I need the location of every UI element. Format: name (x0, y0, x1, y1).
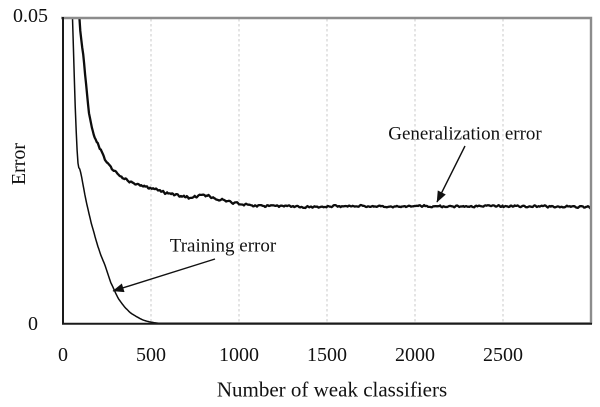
x-tick-label-1500: 1500 (307, 344, 347, 366)
training-error-annotation: Training error (169, 235, 277, 257)
x-tick-label-2500: 2500 (483, 344, 523, 366)
x-tick-label-500: 500 (136, 344, 166, 366)
training-arrow (112, 258, 216, 293)
annotation-arrows (112, 145, 466, 293)
training-error-curve (71, 17, 591, 324)
y-axis-max-tick-label: 0.05 (13, 5, 48, 27)
plot-border-left-bottom (62, 17, 592, 325)
generalization-error-annotation: Generalization error (388, 123, 542, 145)
generalization-error-curve (78, 17, 592, 210)
x-tick-label-1000: 1000 (219, 344, 259, 366)
x-tick-label-0: 0 (58, 344, 68, 366)
x-tick-label-2000: 2000 (395, 344, 435, 366)
generalization-arrow (436, 145, 466, 203)
y-axis-title: Error (8, 142, 30, 186)
plot-border-top-right (61, 16, 593, 324)
y-axis-min-tick-label: 0 (28, 313, 38, 335)
x-axis-title: Number of weak classifiers (216, 377, 448, 402)
gridlines (150, 19, 504, 323)
